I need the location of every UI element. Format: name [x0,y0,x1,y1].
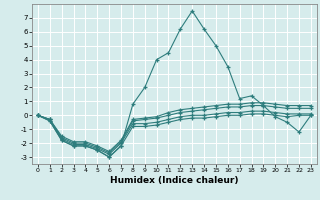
X-axis label: Humidex (Indice chaleur): Humidex (Indice chaleur) [110,176,239,185]
